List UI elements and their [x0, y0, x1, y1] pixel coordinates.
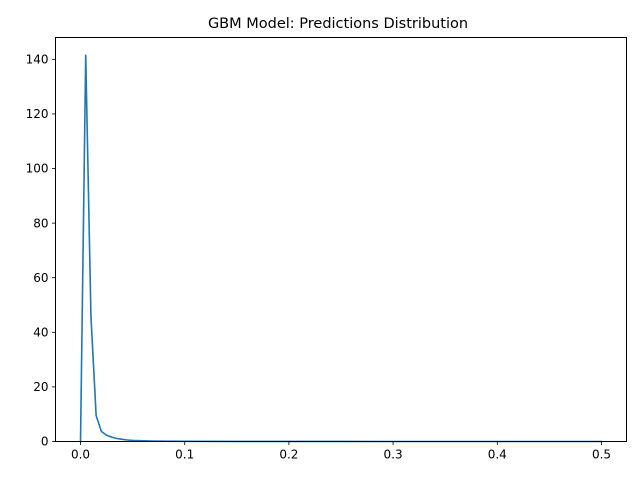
x-tick-label: 0.5	[592, 448, 611, 462]
y-tick-label: 60	[33, 271, 48, 285]
y-tick-label: 0	[41, 435, 49, 449]
x-tick-label: 0.0	[71, 448, 90, 462]
x-tick-label: 0.3	[384, 448, 403, 462]
chart-title: GBM Model: Predictions Distribution	[208, 16, 468, 32]
y-tick-label: 40	[33, 326, 48, 340]
y-tick-label: 140	[26, 53, 49, 67]
y-tick-label: 120	[26, 107, 49, 121]
y-tick-label: 100	[26, 162, 49, 176]
x-tick-label: 0.2	[279, 448, 298, 462]
axes-frame	[55, 37, 627, 442]
x-tick-label: 0.4	[488, 448, 507, 462]
y-axis: 0 20 40 60 80 100 120 140	[26, 53, 56, 449]
x-tick-label: 0.1	[175, 448, 194, 462]
y-tick-label: 80	[33, 216, 48, 230]
y-tick-label: 20	[33, 380, 48, 394]
x-axis: 0.0 0.1 0.2 0.3 0.4 0.5	[71, 441, 611, 462]
